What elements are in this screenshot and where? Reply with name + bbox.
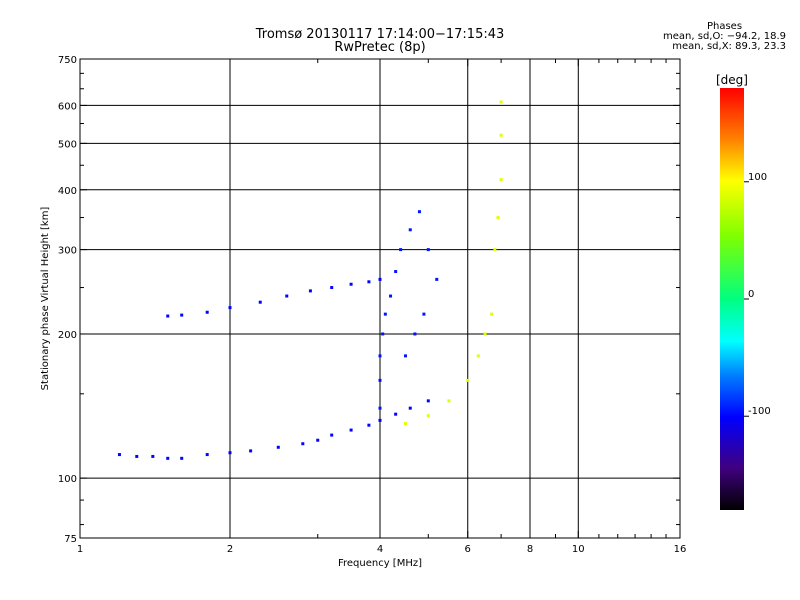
data-point [228, 451, 232, 455]
data-point [378, 277, 382, 281]
data-point [285, 294, 289, 298]
data-point [378, 378, 382, 382]
x-tick-label: 8 [527, 544, 533, 555]
x-tick-label: 6 [465, 544, 471, 555]
data-point [499, 178, 503, 182]
data-point [117, 453, 121, 457]
data-point [499, 133, 503, 137]
data-point [180, 313, 184, 317]
axes: 1 2 4 6 8 10 16 75 100 200 300 400 500 600 750 Frequenc… [40, 55, 686, 569]
x-tick-label: 1 [77, 544, 83, 555]
y-tick-label: 600 [58, 101, 77, 112]
data-point [383, 312, 387, 316]
colorbar-gradient [720, 88, 744, 510]
y-tick-label: 200 [58, 330, 77, 341]
data-point [378, 354, 382, 358]
data-point [426, 399, 430, 403]
x-axis-label: Frequency [MHz] [338, 558, 422, 569]
data-points [117, 100, 503, 460]
data-point [151, 454, 155, 458]
data-point [394, 412, 398, 416]
data-point [228, 306, 232, 310]
data-point [413, 332, 417, 336]
data-point [367, 280, 371, 284]
colorbar-label: [deg] [716, 73, 748, 87]
y-tick-label: 300 [58, 246, 77, 257]
grid-lines [80, 59, 680, 538]
data-point [301, 442, 305, 446]
data-point [276, 445, 280, 449]
data-point [135, 454, 139, 458]
data-point [166, 456, 170, 460]
y-tick-label: 400 [58, 186, 77, 197]
data-point [422, 312, 426, 316]
data-point [330, 286, 334, 290]
y-tick-label: 100 [58, 474, 77, 485]
colorbar: 100 0 -100 [deg] [716, 73, 771, 510]
data-point [166, 314, 170, 318]
y-tick-label: 750 [58, 55, 77, 66]
data-point [435, 277, 439, 281]
data-point [330, 433, 334, 437]
data-point [496, 216, 500, 220]
y-axis-label: Stationary phase Virtual Height [km] [40, 207, 51, 391]
data-point [493, 248, 497, 252]
x-tick-label: 10 [572, 544, 585, 555]
data-point [349, 282, 353, 286]
phase-stats-x: mean, sd,X: 89.3, 23.3 [672, 41, 786, 52]
data-point [426, 248, 430, 252]
colorbar-tick-label: 100 [748, 172, 767, 183]
data-point [483, 332, 487, 336]
data-point [476, 354, 480, 358]
data-point [249, 449, 253, 453]
phase-stats-header: Phases [706, 21, 743, 32]
data-point [316, 438, 320, 442]
data-point [180, 456, 184, 460]
colorbar-tick-label: -100 [748, 406, 771, 417]
phase-stats-o: mean, sd,O: −94.2, 18.9 [663, 31, 786, 42]
data-point [408, 228, 412, 232]
data-point [308, 289, 312, 293]
y-tick-label: 500 [58, 139, 77, 150]
data-point [349, 428, 353, 432]
data-point [408, 406, 412, 410]
data-point [403, 422, 407, 426]
data-point [399, 248, 403, 252]
chart-title: Tromsø 20130117 17:14:00−17:15:43 [255, 27, 505, 42]
x-tick-label: 4 [377, 544, 383, 555]
y-tick-label: 75 [64, 534, 77, 545]
data-point [490, 312, 494, 316]
data-point [205, 453, 209, 457]
data-point [426, 414, 430, 418]
data-point [417, 210, 421, 214]
data-point [466, 378, 470, 382]
x-tick-label: 16 [674, 544, 687, 555]
data-point [205, 310, 209, 314]
phase-stats: Phases mean, sd,O: −94.2, 18.9 mean, sd,… [663, 22, 786, 52]
data-point [381, 332, 385, 336]
data-point [499, 100, 503, 104]
chart-subtitle: RwPretec (8p) [334, 40, 426, 55]
colorbar-tick-label: 0 [748, 289, 754, 300]
data-point [258, 300, 262, 304]
data-point [447, 399, 451, 403]
data-point [378, 406, 382, 410]
data-point [378, 418, 382, 422]
data-point [367, 423, 371, 427]
data-point [394, 270, 398, 274]
data-point [389, 294, 393, 298]
x-tick-label: 2 [227, 544, 233, 555]
data-point [403, 354, 407, 358]
